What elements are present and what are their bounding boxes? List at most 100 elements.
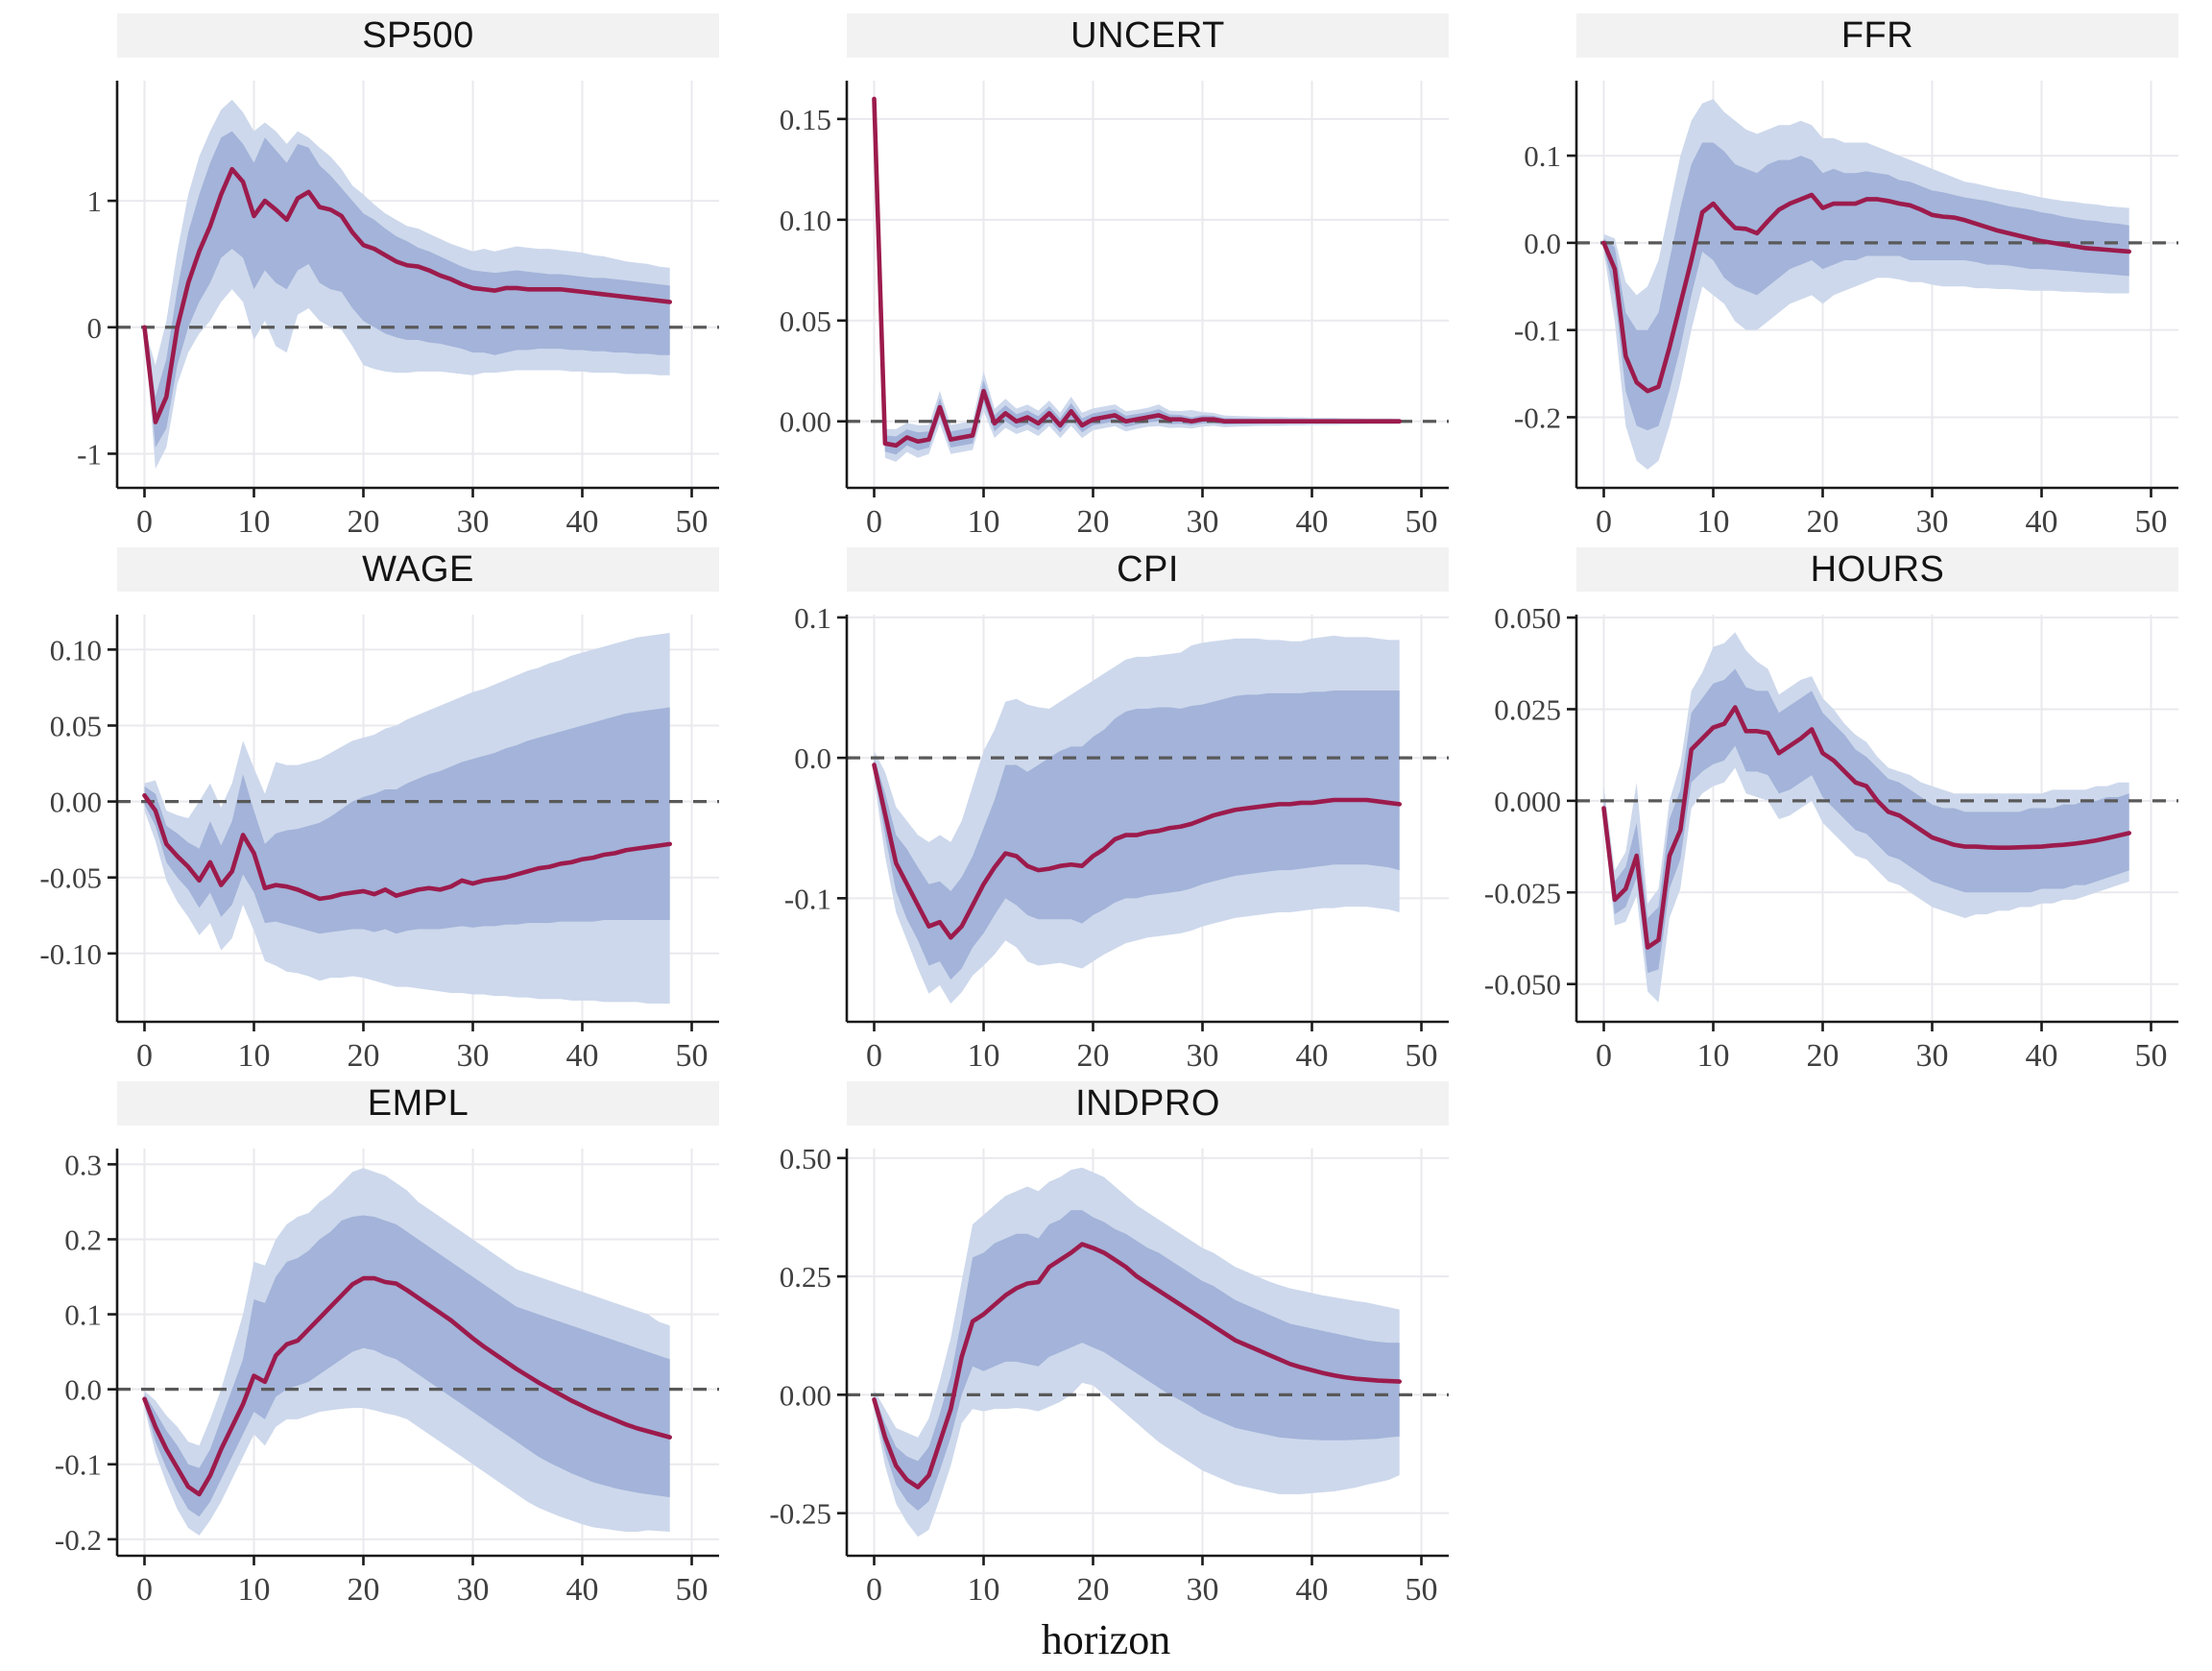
svg-text:-0.025: -0.025 xyxy=(1484,876,1561,909)
panel-title: HOURS xyxy=(1810,548,1945,590)
svg-text:20: 20 xyxy=(1077,1572,1110,1608)
svg-text:20: 20 xyxy=(1807,504,1839,540)
svg-text:-0.2: -0.2 xyxy=(1514,400,1561,434)
svg-text:0: 0 xyxy=(136,1572,153,1608)
svg-text:10: 10 xyxy=(238,504,271,540)
svg-text:-0.05: -0.05 xyxy=(39,861,102,895)
irf-plot-uncert: 0.00 0.05 0.10 0.15 0 10 20 30 40 50 xyxy=(780,81,1449,540)
svg-text:-0.1: -0.1 xyxy=(55,1448,102,1482)
svg-text:50: 50 xyxy=(1406,1038,1438,1074)
panel-title-strip: FFR xyxy=(1576,13,2178,58)
svg-text:0.00: 0.00 xyxy=(50,786,102,819)
svg-text:40: 40 xyxy=(2026,1038,2058,1074)
panel-cpi: CPI -0.1 0.0 0.1 0 10 20 30 40 50 xyxy=(741,547,1471,1081)
panel-ffr: FFR -0.2 -0.1 0.0 0.1 0 10 20 30 40 50 xyxy=(1471,13,2200,547)
svg-text:50: 50 xyxy=(676,1572,709,1608)
panel-sp500: SP500 -1 0 1 0 10 20 30 40 50 xyxy=(12,13,741,547)
svg-text:-0.1: -0.1 xyxy=(1514,314,1561,348)
svg-text:0.05: 0.05 xyxy=(780,304,831,338)
svg-text:40: 40 xyxy=(566,504,599,540)
svg-text:0: 0 xyxy=(866,1572,882,1608)
svg-text:0.05: 0.05 xyxy=(50,709,102,742)
panel-title: INDPRO xyxy=(1075,1082,1220,1124)
svg-text:0: 0 xyxy=(866,1038,882,1074)
svg-text:40: 40 xyxy=(1296,1038,1329,1074)
panel-title-strip: SP500 xyxy=(117,13,719,58)
panel-hours: HOURS -0.050 -0.025 0.000 0.025 0.050 0 10 20 30… xyxy=(1471,547,2200,1081)
svg-text:40: 40 xyxy=(1296,1572,1329,1608)
panel-title-strip: UNCERT xyxy=(847,13,1449,58)
svg-text:-0.10: -0.10 xyxy=(39,937,102,971)
svg-text:50: 50 xyxy=(2135,1038,2168,1074)
svg-text:30: 30 xyxy=(1187,1038,1219,1074)
panel-wage: WAGE -0.10 -0.05 0.00 0.05 0.10 0 10 20 30 40 50 xyxy=(12,547,741,1081)
svg-text:-0.1: -0.1 xyxy=(784,882,831,915)
x-axis-title-row: horizon xyxy=(741,1615,1471,1671)
svg-text:0: 0 xyxy=(1596,504,1612,540)
svg-text:0.0: 0.0 xyxy=(794,741,831,775)
irf-plot-ffr: -0.2 -0.1 0.0 0.1 0 10 20 30 40 50 xyxy=(1514,81,2178,540)
x-axis-title: horizon xyxy=(1041,1616,1171,1663)
svg-text:30: 30 xyxy=(457,504,490,540)
svg-text:40: 40 xyxy=(1296,504,1329,540)
svg-text:0.00: 0.00 xyxy=(780,1378,831,1412)
svg-text:10: 10 xyxy=(1697,1038,1730,1074)
panel-indpro: INDPRO -0.25 0.00 0.25 0.50 0 10 20 30 40 50 xyxy=(741,1081,1471,1615)
svg-text:-0.050: -0.050 xyxy=(1484,968,1561,1002)
svg-text:10: 10 xyxy=(238,1038,271,1074)
panel-title-strip: CPI xyxy=(847,547,1449,592)
svg-text:0.1: 0.1 xyxy=(1524,139,1561,173)
svg-text:0.050: 0.050 xyxy=(1494,601,1561,635)
panel-title: UNCERT xyxy=(1070,14,1225,56)
svg-text:30: 30 xyxy=(457,1572,490,1608)
empty-facet-cell xyxy=(1471,1081,2200,1615)
svg-text:30: 30 xyxy=(1916,504,1949,540)
svg-text:40: 40 xyxy=(2026,504,2058,540)
svg-text:0.1: 0.1 xyxy=(64,1298,102,1332)
svg-text:-0.25: -0.25 xyxy=(769,1497,831,1531)
irf-plot-wage: -0.10 -0.05 0.00 0.05 0.10 0 10 20 30 40 50 xyxy=(39,615,719,1074)
panel-title-strip: INDPRO xyxy=(847,1081,1449,1126)
svg-text:0: 0 xyxy=(87,311,103,345)
irf-plot-empl: -0.2 -0.1 0.0 0.1 0.2 0.3 0 10 20 30 40 50 xyxy=(55,1148,719,1608)
panel-title: FFR xyxy=(1840,14,1914,56)
svg-text:20: 20 xyxy=(1807,1038,1839,1074)
svg-text:30: 30 xyxy=(1187,504,1219,540)
svg-text:0: 0 xyxy=(866,504,882,540)
svg-text:10: 10 xyxy=(1697,504,1730,540)
svg-text:0.50: 0.50 xyxy=(780,1142,831,1175)
svg-text:0.00: 0.00 xyxy=(780,405,831,439)
panel-title-strip: EMPL xyxy=(117,1081,719,1126)
panel-title-strip: WAGE xyxy=(117,547,719,592)
svg-text:40: 40 xyxy=(566,1572,599,1608)
svg-text:0: 0 xyxy=(1596,1038,1612,1074)
panel-title: SP500 xyxy=(362,14,474,56)
svg-text:30: 30 xyxy=(457,1038,490,1074)
svg-text:50: 50 xyxy=(1406,504,1438,540)
svg-text:0.1: 0.1 xyxy=(794,601,831,635)
svg-text:10: 10 xyxy=(238,1572,271,1608)
svg-text:-1: -1 xyxy=(77,437,102,471)
panel-title: EMPL xyxy=(367,1082,469,1124)
svg-text:20: 20 xyxy=(348,1038,380,1074)
svg-text:20: 20 xyxy=(1077,504,1110,540)
svg-text:0.3: 0.3 xyxy=(64,1148,102,1181)
svg-text:0.0: 0.0 xyxy=(1524,227,1561,260)
svg-text:-0.2: -0.2 xyxy=(55,1523,102,1557)
svg-text:0: 0 xyxy=(136,504,153,540)
svg-text:40: 40 xyxy=(566,1038,599,1074)
svg-text:1: 1 xyxy=(87,184,103,218)
irf-plot-indpro: -0.25 0.00 0.25 0.50 0 10 20 30 40 50 xyxy=(769,1142,1449,1608)
svg-text:10: 10 xyxy=(968,504,1000,540)
svg-text:10: 10 xyxy=(968,1572,1000,1608)
irf-plot-cpi: -0.1 0.0 0.1 0 10 20 30 40 50 xyxy=(784,601,1449,1074)
svg-text:0.2: 0.2 xyxy=(64,1223,102,1256)
svg-text:50: 50 xyxy=(2135,504,2168,540)
panel-title: CPI xyxy=(1117,548,1179,590)
svg-text:0.10: 0.10 xyxy=(50,633,102,666)
panel-title-strip: HOURS xyxy=(1576,547,2178,592)
svg-text:20: 20 xyxy=(348,1572,380,1608)
svg-text:0.000: 0.000 xyxy=(1494,785,1561,818)
panel-uncert: UNCERT 0.00 0.05 0.10 0.15 0 10 20 30 40 50 xyxy=(741,13,1471,547)
svg-text:10: 10 xyxy=(968,1038,1000,1074)
